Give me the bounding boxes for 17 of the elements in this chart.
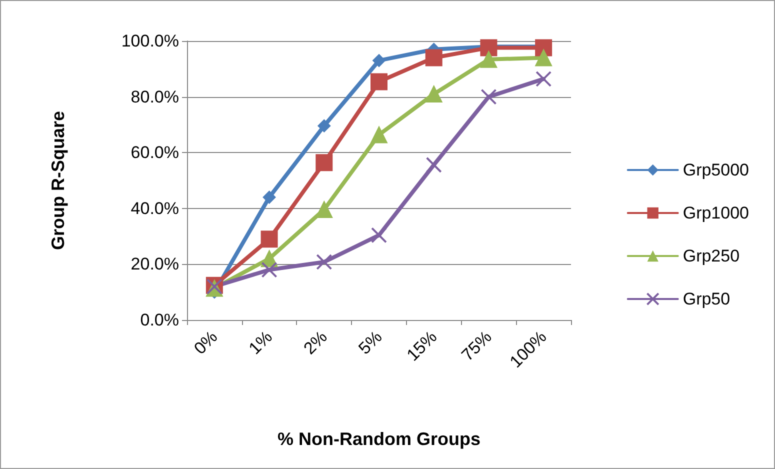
legend-label: Grp250 [682, 246, 740, 266]
legend-label: Grp5000 [682, 160, 750, 180]
x-tick-label: 1% [245, 327, 276, 358]
y-axis-title: Group R-Square [48, 110, 68, 250]
x-tick-label: 75% [458, 327, 496, 365]
y-tick-label: 0.0% [140, 310, 179, 330]
y-tick-label: 60.0% [130, 143, 179, 162]
x-axis-title: % Non-Random Groups [278, 429, 480, 449]
legend-label: Grp50 [682, 290, 730, 308]
x-tick-label: 0% [190, 327, 222, 358]
x-tick-label: 2% [300, 327, 331, 358]
x-tick-label: 5% [354, 327, 386, 358]
y-tick-label: 100.0% [121, 32, 179, 50]
y-tick-label: 80.0% [130, 87, 179, 106]
y-tick-label: 40.0% [130, 198, 179, 218]
y-tick-label: 20.0% [130, 254, 179, 274]
legend-label: Grp1000 [682, 204, 750, 222]
